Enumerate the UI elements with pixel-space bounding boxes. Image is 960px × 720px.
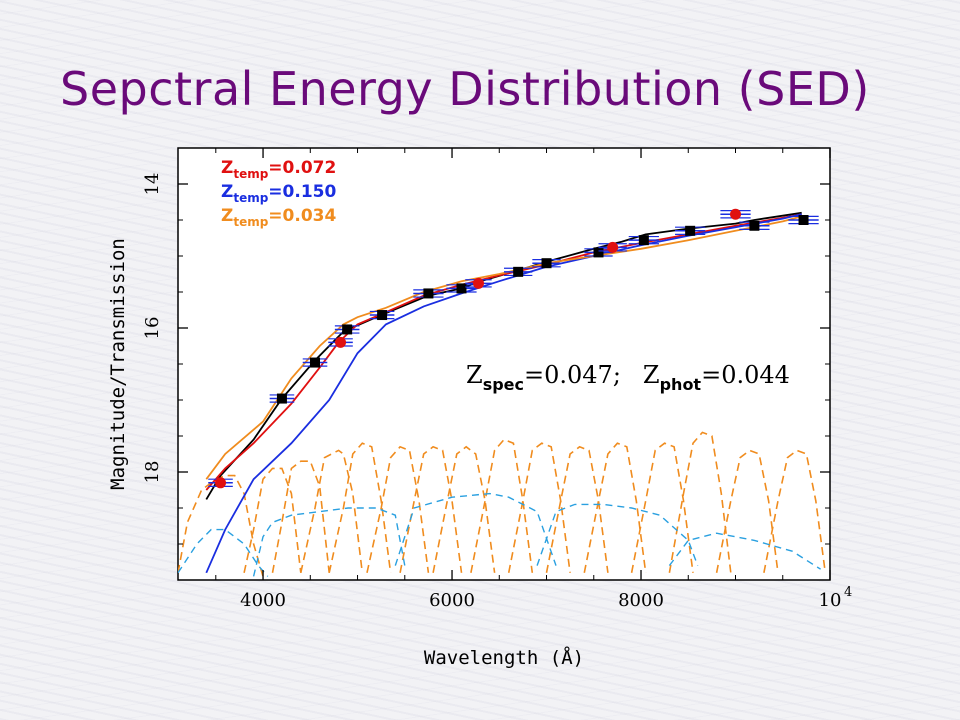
filter-curve bbox=[668, 431, 732, 573]
y-tick-label: 16 bbox=[142, 317, 163, 340]
observed-point-marker bbox=[342, 324, 353, 335]
observed-point-marker bbox=[541, 258, 552, 269]
x-tick-label: 8000 bbox=[618, 590, 664, 611]
predicted-point-marker bbox=[215, 477, 227, 489]
observed-point-marker bbox=[423, 288, 434, 299]
observed-point-marker bbox=[749, 220, 760, 231]
filter-curve bbox=[328, 442, 392, 573]
observed-point-marker bbox=[377, 310, 388, 321]
observed-point-marker bbox=[310, 357, 321, 368]
filter-curve bbox=[630, 442, 694, 573]
filter-curve bbox=[271, 460, 330, 573]
predicted-point-marker bbox=[335, 336, 347, 348]
filter-curve bbox=[243, 467, 302, 573]
observed-point-marker bbox=[685, 225, 696, 236]
y-tick-label: 14 bbox=[142, 173, 163, 196]
filter-curve bbox=[432, 445, 496, 573]
observed-point-marker bbox=[456, 283, 467, 294]
filter-curve bbox=[763, 449, 827, 573]
x-axis-label: Wavelength (Å) bbox=[424, 646, 584, 669]
filter-curve bbox=[715, 449, 779, 573]
template-line-3 bbox=[205, 215, 802, 480]
observed-point-marker bbox=[798, 215, 809, 225]
legend-entry: Ztemp=0.072 bbox=[221, 158, 336, 181]
x-tick-label: 10 bbox=[819, 590, 842, 611]
broadband-curve bbox=[394, 492, 557, 566]
filter-curve bbox=[545, 445, 609, 573]
observed-point-marker bbox=[593, 247, 604, 258]
broadband-curve bbox=[536, 503, 699, 566]
y-axis-label: Magnitude/Transmission bbox=[107, 238, 129, 490]
filter-curve bbox=[583, 442, 647, 573]
y-tick-label: 18 bbox=[142, 461, 163, 484]
observed-point-marker bbox=[638, 235, 649, 246]
observed-point-marker bbox=[276, 393, 287, 404]
legend-entry: Ztemp=0.150 bbox=[221, 182, 336, 205]
filter-curve bbox=[507, 442, 571, 573]
filter-curve bbox=[366, 445, 430, 573]
x-tick-label: 4000 bbox=[240, 590, 286, 611]
predicted-point-marker bbox=[472, 277, 484, 289]
x-tick-label: 6000 bbox=[429, 590, 475, 611]
filter-curve bbox=[300, 449, 364, 573]
predicted-point-marker bbox=[607, 241, 619, 253]
broadband-curve bbox=[668, 532, 821, 570]
predicted-point-marker bbox=[730, 208, 742, 220]
redshift-annotation: Zspec=0.047; Zphot=0.044 bbox=[466, 361, 790, 394]
filter-curve bbox=[399, 445, 463, 573]
observed-point-marker bbox=[513, 266, 524, 277]
x-tick-label-exponent: 4 bbox=[844, 585, 852, 600]
legend-entry: Ztemp=0.034 bbox=[221, 206, 336, 229]
slide-title: Sepctral Energy Distribution (SED) bbox=[60, 62, 870, 116]
